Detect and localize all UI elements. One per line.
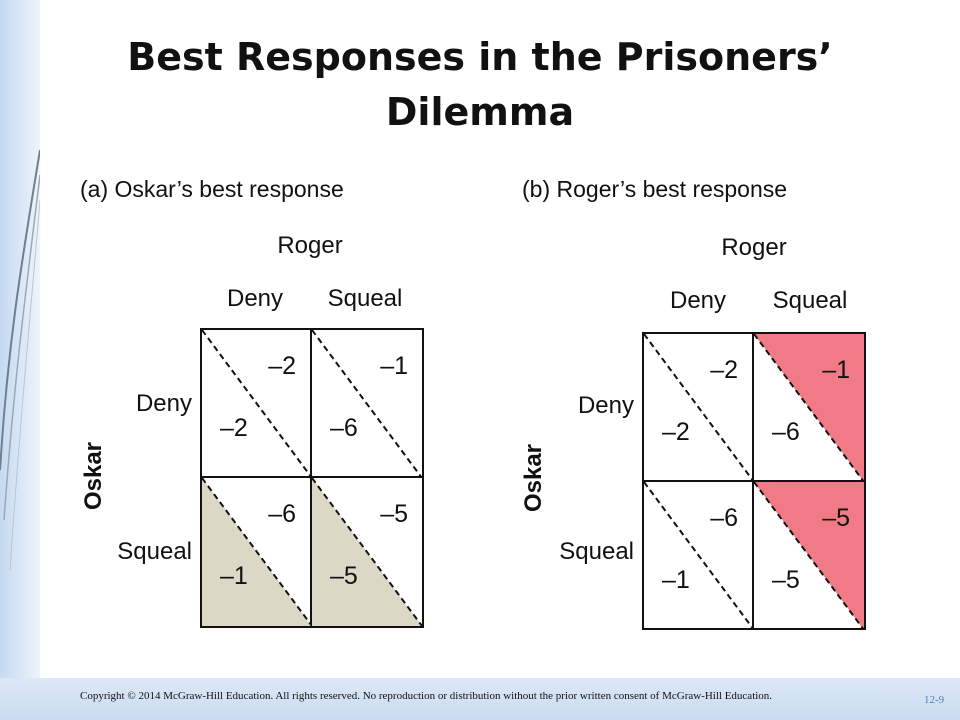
column-strategy-deny: Deny <box>669 287 727 314</box>
row-player-label: Oskar <box>520 443 547 513</box>
oskar-payoff: –6 <box>772 418 800 446</box>
roger-payoff: –6 <box>710 504 738 532</box>
slide-left-decoration <box>0 0 40 720</box>
payoff-cell-squeal-deny: –6 –1 <box>202 478 312 626</box>
payoff-cell-deny-deny: –2 –2 <box>644 334 754 482</box>
column-player-label: Roger <box>277 232 343 259</box>
row-strategy-squeal: Squeal <box>559 538 634 565</box>
slide-title: Best Responses in the Prisoners’ Dilemma <box>127 35 833 134</box>
row-player-label: Oskar <box>80 441 107 511</box>
panel-title: (a) Oskar’s best response <box>80 176 344 202</box>
roger-payoff: –2 <box>268 352 296 380</box>
oskar-payoff: –5 <box>330 562 358 590</box>
row-strategy-deny: Deny <box>577 392 634 419</box>
column-player-label: Roger <box>721 234 787 261</box>
roger-payoff: –1 <box>380 352 408 380</box>
payoff-cell-squeal-squeal: –5 –5 <box>312 478 422 626</box>
slide-number: 12-9 <box>924 694 945 706</box>
oskar-payoff: –1 <box>662 566 690 594</box>
oskar-payoff: –1 <box>220 562 248 590</box>
payoff-cell-squeal-deny: –6 –1 <box>644 482 754 630</box>
roger-payoff: –6 <box>268 500 296 528</box>
row-strategy-squeal: Squeal <box>117 538 192 565</box>
roger-payoff: –5 <box>380 500 408 528</box>
slide-footer-band <box>0 678 960 720</box>
column-strategy-squeal: Squeal <box>327 285 403 312</box>
oskar-payoff: –6 <box>330 414 358 442</box>
roger-payoff: –5 <box>822 504 850 532</box>
column-strategy-squeal: Squeal <box>772 287 848 314</box>
row-strategy-deny: Deny <box>135 390 192 417</box>
oskar-payoff: –2 <box>662 418 690 446</box>
payoff-matrix: –2 –2 –1 –6 –6 –1 –5 –5 <box>642 332 866 630</box>
roger-payoff: –1 <box>822 356 850 384</box>
payoff-cell-deny-deny: –2 –2 <box>202 330 312 478</box>
payoff-cell-deny-squeal: –1 –6 <box>312 330 422 478</box>
copyright-notice: Copyright © 2014 McGraw-Hill Education. … <box>80 690 773 702</box>
payoff-matrix: –2 –2 –1 –6 –6 –1 –5 –5 <box>200 328 424 628</box>
oskar-payoff: –5 <box>772 566 800 594</box>
payoff-cell-squeal-squeal: –5 –5 <box>754 482 864 630</box>
column-strategy-deny: Deny <box>226 285 284 312</box>
oskar-payoff: –2 <box>220 414 248 442</box>
panel-title: (b) Roger’s best response <box>522 176 788 202</box>
payoff-cell-deny-squeal: –1 –6 <box>754 334 864 482</box>
roger-payoff: –2 <box>710 356 738 384</box>
